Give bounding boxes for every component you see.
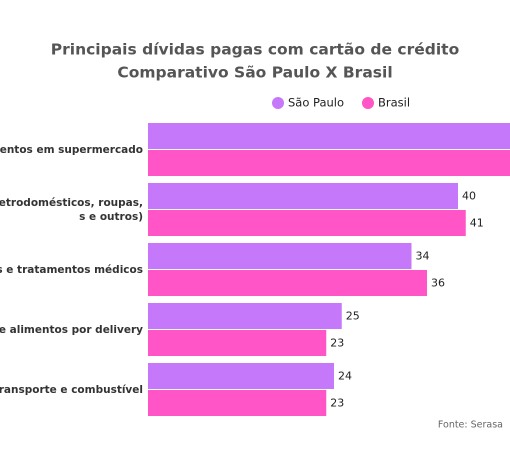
bar <box>148 123 510 149</box>
bar <box>148 330 327 356</box>
bar <box>148 210 466 236</box>
bar <box>148 303 342 329</box>
chart-title: Principais dívidas pagas com cartão de c… <box>51 41 459 59</box>
value-label: 34 <box>416 250 430 263</box>
legend-swatch <box>362 97 374 109</box>
bar <box>148 150 510 176</box>
source-note: Fonte: Serasa <box>438 420 503 431</box>
value-label: 36 <box>431 277 445 290</box>
bar <box>148 270 427 296</box>
category-label: dios e tratamentos médicos <box>0 264 143 276</box>
category-label: timentos em supermercado <box>0 144 143 156</box>
chart-subtitle: Comparativo São Paulo X Brasil <box>117 64 392 82</box>
bar <box>148 243 412 269</box>
category-label: s e outros) <box>79 211 143 223</box>
value-label: 41 <box>470 217 484 230</box>
category-label: Transporte e combustível <box>0 384 143 396</box>
value-label: 24 <box>338 370 352 383</box>
bar <box>148 390 327 416</box>
value-label: 25 <box>346 310 360 323</box>
legend-swatch <box>272 97 284 109</box>
bar <box>148 183 458 209</box>
legend-label: Brasil <box>378 96 410 110</box>
value-label: 23 <box>330 397 344 410</box>
value-label: 23 <box>330 337 344 350</box>
legend-label: São Paulo <box>288 96 344 110</box>
value-label: 40 <box>462 190 476 203</box>
category-label: s (eletrodomésticos, roupas, <box>0 197 143 209</box>
category-label: ra de alimentos por delivery <box>0 324 143 336</box>
bar <box>148 363 334 389</box>
